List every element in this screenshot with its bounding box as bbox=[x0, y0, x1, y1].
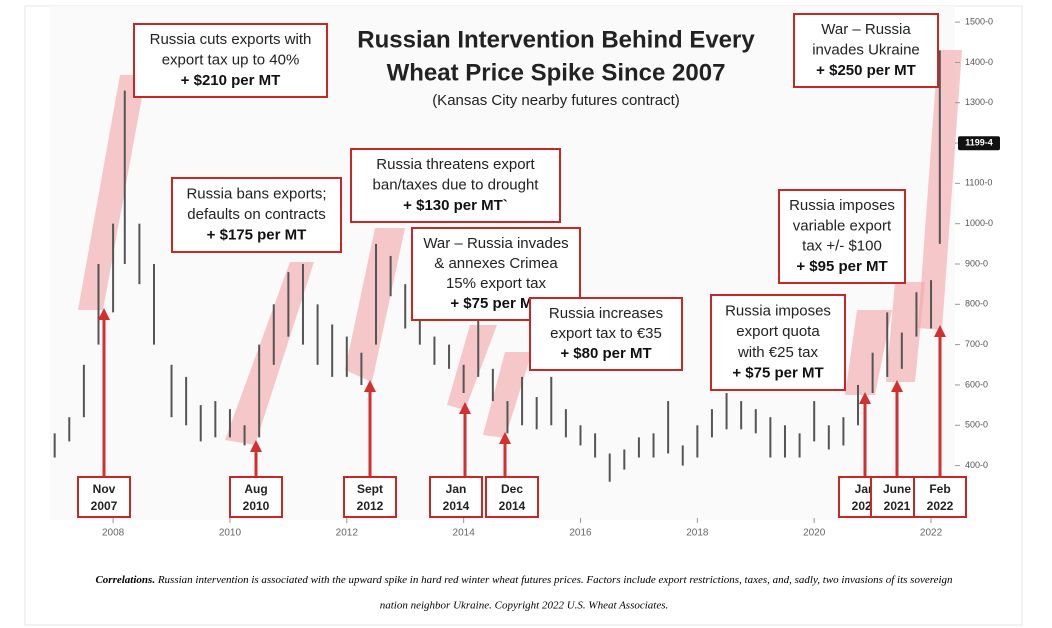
x-tick-label: 2018 bbox=[686, 528, 709, 539]
y-tick-label: 600-0 bbox=[965, 379, 988, 389]
y-tick-label: 1400-0 bbox=[965, 57, 993, 67]
event-arrowhead bbox=[859, 392, 871, 404]
y-tick-label: 700-0 bbox=[965, 339, 988, 349]
annotation-highlight: + $130 per MT` bbox=[403, 197, 508, 214]
annotation-box bbox=[778, 189, 906, 284]
last-price-label: 1199-4 bbox=[965, 138, 993, 148]
annotation-highlight: + $75 per MT bbox=[732, 365, 823, 382]
event-label: 2010 bbox=[243, 499, 270, 513]
annotation-text: tax +/- $100 bbox=[802, 238, 882, 255]
annotation-text: export tax to €35 bbox=[550, 325, 662, 342]
annotation-text: Russia cuts exports with bbox=[150, 31, 312, 48]
event-arrowhead bbox=[459, 402, 471, 414]
band bbox=[447, 325, 497, 410]
band bbox=[225, 262, 314, 445]
y-tick-label: 900-0 bbox=[965, 258, 988, 268]
x-tick-label: 2010 bbox=[219, 528, 242, 539]
event-label: Dec bbox=[501, 482, 523, 496]
y-tick-label: 400-0 bbox=[965, 460, 988, 470]
event-label: Aug bbox=[244, 482, 267, 496]
annotation-text: Russia increases bbox=[549, 305, 663, 322]
event-label: 2021 bbox=[884, 499, 911, 513]
band bbox=[845, 310, 892, 395]
event-box bbox=[77, 476, 131, 518]
band bbox=[886, 282, 925, 382]
annotation-text: ban/taxes due to drought bbox=[373, 176, 540, 193]
x-tick-label: 2020 bbox=[803, 528, 826, 539]
annotation-text: Russia imposes bbox=[789, 197, 895, 214]
annotation-box bbox=[710, 294, 846, 391]
y-tick-label: 500-0 bbox=[965, 420, 988, 430]
event-arrowhead bbox=[364, 380, 376, 392]
annotation-text: with €25 tax bbox=[737, 344, 819, 361]
event-label: 2007 bbox=[91, 499, 118, 513]
annotation-highlight: + $210 per MT bbox=[181, 72, 281, 89]
annotation-highlight: + $95 per MT bbox=[796, 258, 887, 275]
last-price-tag bbox=[958, 136, 1000, 151]
caption: Correlations. Russian intervention is as… bbox=[95, 574, 953, 586]
event-label: 2014 bbox=[443, 499, 470, 513]
event-label: 2022 bbox=[927, 499, 954, 513]
event-label: 2012 bbox=[357, 499, 384, 513]
annotation-box bbox=[793, 13, 939, 88]
annotation-text: War – Russia bbox=[821, 21, 911, 38]
annotation-highlight: + $175 per MT bbox=[207, 227, 307, 244]
event-arrowhead bbox=[891, 380, 903, 392]
event-arrowhead bbox=[250, 440, 262, 452]
event-box bbox=[485, 476, 539, 518]
annotation-text: War – Russia invades bbox=[423, 235, 568, 252]
y-tick-label: 1300-0 bbox=[965, 97, 993, 107]
x-tick-label: 2008 bbox=[102, 528, 125, 539]
event-arrowhead bbox=[499, 432, 511, 444]
caption-text: Russian intervention is associated with … bbox=[157, 574, 953, 586]
annotation-text: Russia imposes bbox=[725, 302, 831, 319]
chart-subtitle: (Kansas City nearby futures contract) bbox=[432, 92, 680, 109]
annotation-highlight: + $75 per MT bbox=[450, 295, 541, 312]
x-tick-label: 2014 bbox=[453, 528, 476, 539]
annotation-text: variable export bbox=[793, 217, 892, 234]
event-box bbox=[429, 476, 483, 518]
annotation-text: export quota bbox=[736, 323, 820, 340]
annotation-box bbox=[350, 148, 561, 223]
annotation-text: Russia threatens export bbox=[376, 156, 535, 173]
event-arrowhead bbox=[98, 308, 110, 320]
event-box bbox=[913, 476, 967, 518]
event-label: June bbox=[883, 482, 911, 496]
chart-title: Wheat Price Spike Since 2007 bbox=[387, 59, 726, 86]
y-tick-label: 1100-0 bbox=[965, 178, 992, 188]
annotation-text: defaults on contracts bbox=[187, 206, 325, 223]
annotation-text: 15% export tax bbox=[446, 275, 547, 292]
event-label: Nov bbox=[93, 482, 116, 496]
event-label: Feb bbox=[929, 482, 950, 496]
caption-text: nation neighbor Ukraine. Copyright 2022 … bbox=[380, 600, 669, 612]
x-tick-label: 2012 bbox=[336, 528, 359, 539]
annotation-text: invades Ukraine bbox=[812, 41, 920, 58]
event-label: Sept bbox=[357, 482, 383, 496]
x-tick-label: 2022 bbox=[920, 528, 943, 539]
event-arrowhead bbox=[934, 325, 946, 337]
annotation-highlight: + $250 per MT bbox=[816, 62, 916, 79]
y-tick-label: 1000-0 bbox=[965, 218, 993, 228]
annotation-box bbox=[133, 23, 328, 98]
caption-lead: Correlations. bbox=[95, 574, 155, 586]
annotation-text: export tax up to 40% bbox=[162, 51, 300, 68]
event-label: 2014 bbox=[499, 499, 526, 513]
annotation-box bbox=[171, 177, 342, 253]
annotation-text: & annexes Crimea bbox=[434, 255, 558, 272]
event-label: Jan bbox=[446, 482, 467, 496]
y-tick-label: 800-0 bbox=[965, 299, 988, 309]
y-tick-label: 1500-0 bbox=[965, 16, 993, 26]
annotation-highlight: + $80 per MT bbox=[560, 345, 651, 362]
event-box bbox=[343, 476, 397, 518]
band bbox=[78, 75, 146, 310]
annotation-text: Russia bans exports; bbox=[186, 185, 326, 202]
chart-title: Russian Intervention Behind Every bbox=[357, 26, 755, 53]
band bbox=[483, 352, 532, 438]
event-box bbox=[229, 476, 283, 518]
annotation-box bbox=[529, 297, 683, 371]
x-tick-label: 2016 bbox=[569, 528, 592, 539]
